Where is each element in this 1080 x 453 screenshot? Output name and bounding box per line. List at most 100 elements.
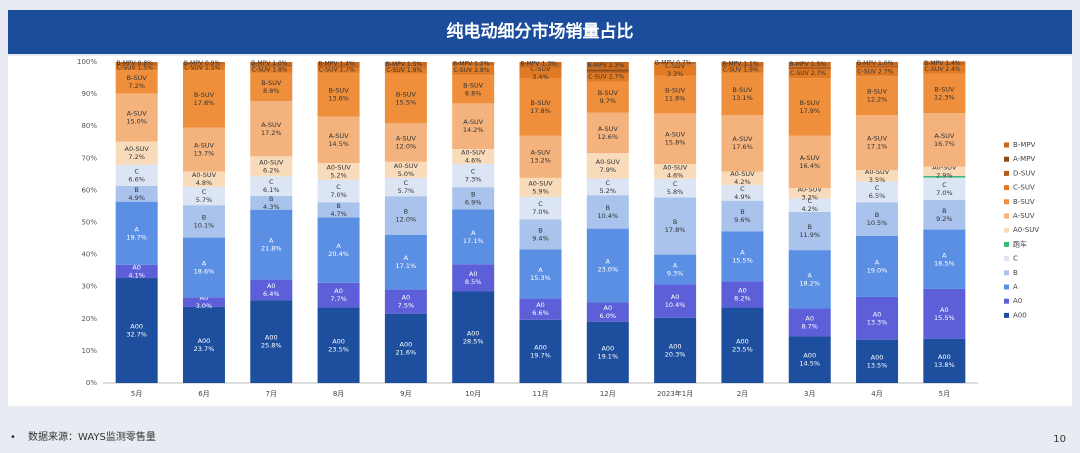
value-label: 6.2% [263,166,280,174]
legend-swatch [1004,313,1009,318]
segment-name: A0 [536,301,545,309]
value-label: 5.2% [330,171,347,179]
value-label: 4.8% [196,179,213,187]
value-label: 10.4% [665,301,686,309]
value-label: 15.8% [665,139,686,147]
segment-name: A [942,251,947,259]
value-label: 18.6% [194,267,215,275]
x-tick-label: 9月 [400,390,411,398]
segment-name: A00 [265,334,278,342]
value-label: 5.2% [600,187,617,195]
segment-name: B [404,207,408,215]
segment-name: A00 [871,353,884,361]
legend-swatch [1004,242,1009,247]
legend-swatch [1004,228,1009,233]
value-label: 7.0% [936,189,953,197]
value-label: 13.7% [194,149,215,157]
segment-name: A0 [940,306,949,314]
value-label: 15.0% [126,118,147,126]
y-tick-label: 80% [81,122,97,130]
value-label: 1.5% [811,61,827,68]
x-tick-label: 3月 [804,390,815,398]
value-label: 19.1% [597,352,618,360]
value-label: 12.6% [597,133,618,141]
value-label: 1.1% [743,60,759,67]
segment-name: A0 [738,286,747,294]
segment-name: B-MPV [520,61,540,68]
y-tick-label: 10% [81,347,97,355]
y-tick-label: 90% [81,90,97,98]
segment-name: A0-SUV [528,179,553,187]
segment-name: A0-SUV [596,158,621,166]
value-label: 6.9% [465,198,482,206]
y-tick-label: 70% [81,154,97,162]
value-label: 14.5% [799,360,820,368]
value-label: 15.5% [732,256,753,264]
segment-name: A0 [805,314,814,322]
value-label: 2.4% [945,66,961,73]
segment-name: C [471,167,476,175]
segment-name: A0-SUV [326,163,351,171]
segment-name: C-SUV [723,66,743,73]
y-tick-label: 20% [81,315,97,323]
value-label: 2.7% [609,74,625,81]
segment-name: B [942,207,946,215]
value-label: 2.9% [936,171,953,179]
value-label: 1.0% [878,60,894,67]
segment-name: C [404,179,409,187]
segment-name: A-SUV [463,118,484,126]
value-label: 6.5% [869,192,886,200]
segment-name: C-SUV [790,70,810,77]
value-label: 1.4% [945,60,961,67]
value-label: 3.0% [196,302,213,310]
value-label: 12.0% [396,143,417,151]
x-tick-label: 4月 [871,390,882,398]
value-label: 17.1% [463,237,484,245]
x-tick-label: 8月 [333,390,344,398]
value-label: 4.2% [801,205,818,213]
value-label: 4.7% [330,210,347,218]
page-number: 10 [1053,434,1066,445]
segment-name: B-SUV [396,90,417,98]
value-label: 7.0% [330,191,347,199]
value-label: 11.8% [665,94,686,102]
legend-label: B [1013,269,1018,277]
value-label: 1.8% [272,67,288,74]
segment-name: A-SUV [867,135,888,143]
x-tick-label: 10月 [465,390,481,398]
segment-name: B [269,195,273,203]
legend-label: D-SUV [1013,169,1035,177]
value-label: 4.9% [128,194,145,202]
value-label: 16.4% [799,162,820,170]
segment-name: B-MPV [588,62,608,69]
segment-name: B-SUV [261,79,282,87]
y-tick-label: 100% [77,58,97,66]
value-label: 0.8% [138,60,154,67]
segment-name: B [606,204,610,212]
legend-swatch [1004,157,1009,162]
legend-label: A00 [1013,311,1027,319]
segment-name: B-SUV [934,85,955,93]
segment-name: B-SUV [530,99,551,107]
value-label: 23.7% [194,345,215,353]
chart-title: 纯电动细分市场销量占比 [447,21,634,42]
bar-segment [587,69,629,71]
segment-name: B-SUV [732,86,753,94]
segment-name: C [673,180,678,188]
legend-label: A-MPV [1013,155,1035,163]
value-label: 21.8% [261,245,282,253]
value-label: 15.5% [934,314,955,322]
segment-name: C [269,178,274,186]
value-label: 20.4% [328,250,349,258]
segment-name: A00 [669,342,682,350]
segment-name: A00 [400,340,413,348]
segment-name: A00 [601,344,614,352]
value-label: 7.7% [330,295,347,303]
segment-name: B-MPV [318,61,338,68]
segment-name: A-SUV [396,135,417,143]
value-label: 9.3% [667,270,684,278]
value-label: 8.7% [801,322,818,330]
value-label: 1.9% [743,66,759,73]
